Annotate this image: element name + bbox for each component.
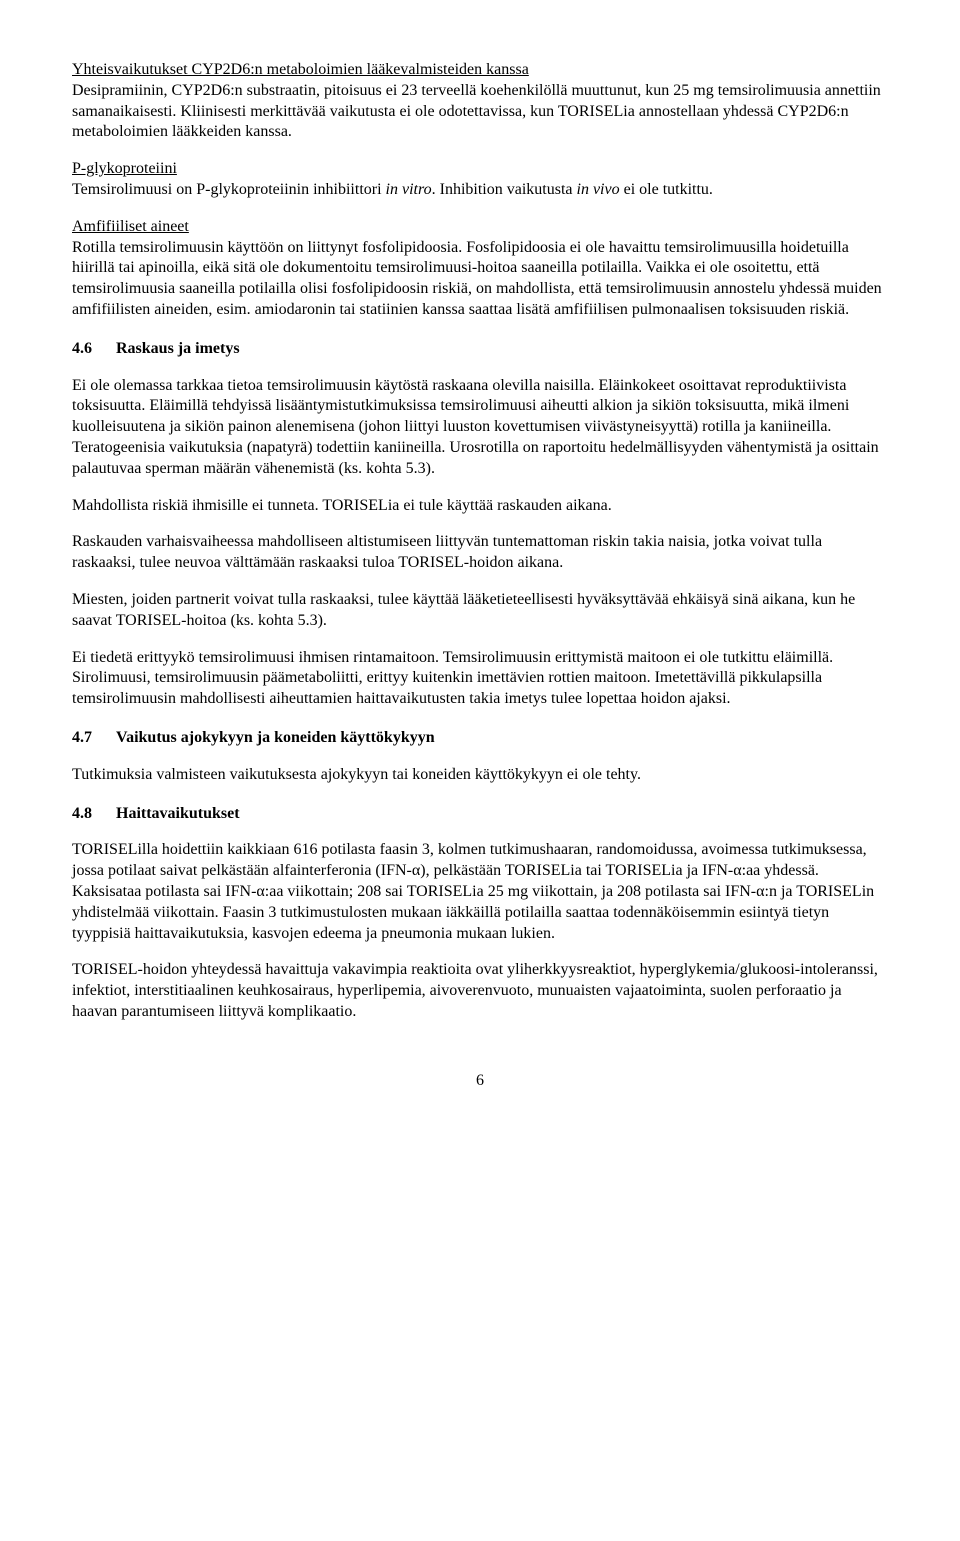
section-pgp-body-post: ei ole tutkittu.: [620, 181, 713, 198]
section-pgp-title: P-glykoproteiini: [72, 160, 177, 177]
section-pgp: P-glykoproteiini Temsirolimuusi on P-gly…: [72, 159, 888, 201]
section-pgp-body-mid: . Inhibition vaikutusta: [432, 181, 577, 198]
paragraph-4-6-2: Mahdollista riskiä ihmisille ei tunneta.…: [72, 496, 888, 517]
section-pgp-body-pre: Temsirolimuusi on P-glykoproteiinin inhi…: [72, 181, 386, 198]
heading-4-7-title: Vaikutus ajokykyyn ja koneiden käyttökyk…: [116, 729, 435, 746]
paragraph-4-6-1: Ei ole olemassa tarkkaa tietoa temsiroli…: [72, 376, 888, 480]
paragraph-4-6-5: Ei tiedetä erittyykö temsirolimuusi ihmi…: [72, 648, 888, 710]
heading-4-6-num: 4.6: [72, 339, 116, 360]
section-amf-title: Amfifiiliset aineet: [72, 218, 189, 235]
heading-4-8-num: 4.8: [72, 804, 116, 825]
page-number: 6: [72, 1071, 888, 1092]
heading-4-8-title: Haittavaikutukset: [116, 805, 240, 822]
paragraph-4-6-4: Miesten, joiden partnerit voivat tulla r…: [72, 590, 888, 632]
heading-4-8: 4.8Haittavaikutukset: [72, 804, 888, 825]
section-cyp2d6-title: Yhteisvaikutukset CYP2D6:n metaboloimien…: [72, 61, 529, 78]
heading-4-6-title: Raskaus ja imetys: [116, 340, 240, 357]
heading-4-6: 4.6Raskaus ja imetys: [72, 339, 888, 360]
heading-4-7: 4.7Vaikutus ajokykyyn ja koneiden käyttö…: [72, 728, 888, 749]
heading-4-7-num: 4.7: [72, 728, 116, 749]
paragraph-4-7-1: Tutkimuksia valmisteen vaikutuksesta ajo…: [72, 765, 888, 786]
section-amf: Amfifiiliset aineet Rotilla temsirolimuu…: [72, 217, 888, 321]
italic-in-vivo: in vivo: [577, 181, 620, 198]
section-cyp2d6: Yhteisvaikutukset CYP2D6:n metaboloimien…: [72, 60, 888, 143]
italic-in-vitro: in vitro: [386, 181, 432, 198]
section-cyp2d6-body: Desipramiinin, CYP2D6:n substraatin, pit…: [72, 82, 881, 141]
paragraph-4-6-3: Raskauden varhaisvaiheessa mahdolliseen …: [72, 532, 888, 574]
section-amf-body: Rotilla temsirolimuusin käyttöön on liit…: [72, 239, 882, 318]
paragraph-4-8-2: TORISEL-hoidon yhteydessä havaittuja vak…: [72, 960, 888, 1022]
paragraph-4-8-1: TORISELilla hoidettiin kaikkiaan 616 pot…: [72, 840, 888, 944]
